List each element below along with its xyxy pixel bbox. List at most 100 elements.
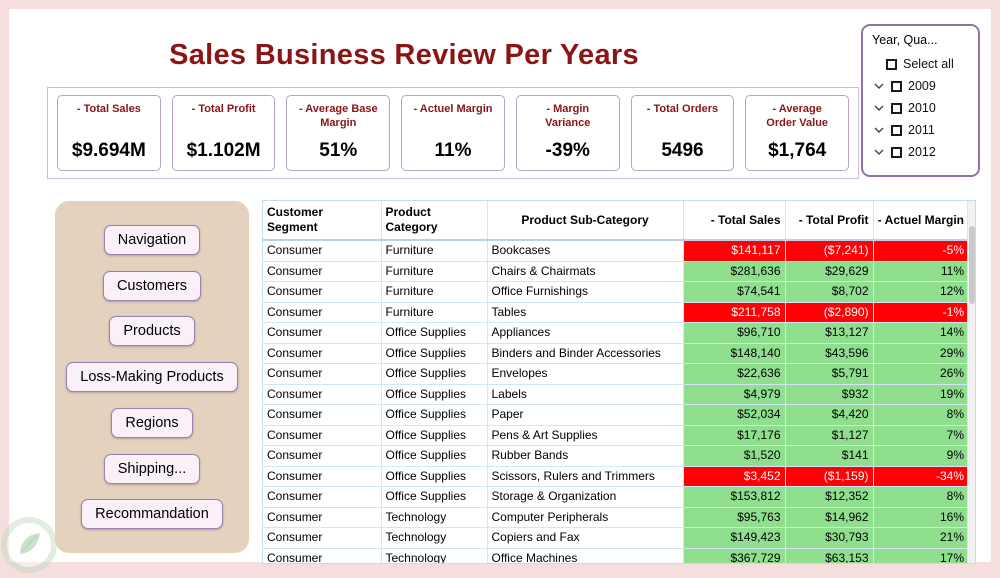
cell-product-subcategory: Office Machines [487, 548, 684, 563]
header-product-category[interactable]: Product Category [381, 201, 488, 241]
slicer-item-2009[interactable]: 2009 [872, 75, 972, 97]
cell-product-subcategory: Scissors, Rulers and Trimmers [487, 466, 684, 487]
kpi-label: - Total Orders [646, 103, 719, 115]
kpi-label: - Total Profit [191, 103, 256, 115]
page-title: Sales Business Review Per Years [169, 39, 639, 71]
checkbox-icon[interactable] [891, 146, 902, 158]
table-scrollbar[interactable] [967, 201, 975, 563]
kpi-card-margin-variance: - Margin Variance -39% [515, 95, 620, 171]
table-row: Consumer Office Supplies Rubber Bands $1… [263, 445, 968, 467]
slicer-title: Year, Qua... [872, 33, 938, 47]
cell-actuel-margin: 12% [873, 281, 968, 303]
kpi-card-average-base-margin: - Average Base Margin 51% [286, 95, 391, 171]
table-row: Consumer Furniture Office Furnishings $7… [263, 281, 968, 303]
kpi-card-actuel-margin: - Actuel Margin 11% [401, 95, 505, 171]
cell-product-subcategory: Computer Peripherals [487, 507, 684, 528]
cell-product-subcategory: Copiers and Fax [487, 527, 684, 549]
chevron-down-icon[interactable] [872, 149, 885, 155]
cell-actuel-margin: 11% [873, 261, 968, 282]
table-row: Consumer Technology Computer Peripherals… [263, 507, 968, 528]
slicer-item-label: Select all [903, 57, 954, 71]
slicer-item-label: 2011 [908, 123, 935, 137]
header-product-subcategory[interactable]: Product Sub-Category [487, 201, 684, 241]
cell-total-sales: $4,979 [683, 384, 786, 405]
chevron-down-icon[interactable] [872, 127, 885, 133]
cell-actuel-margin: 26% [873, 363, 968, 385]
kpi-card-average-order-value: - Average Order Value $1,764 [745, 95, 850, 171]
slicer-item-label: 2012 [908, 145, 936, 159]
dashboard-canvas: Sales Business Review Per Years - Total … [9, 9, 991, 564]
kpi-value: $1,764 [768, 140, 827, 161]
cell-customer-segment: Consumer [263, 466, 382, 487]
slicer-item-select-all[interactable]: Select all [872, 53, 972, 75]
cell-actuel-margin: 17% [873, 548, 968, 563]
header-total-sales[interactable]: - Total Sales [683, 201, 786, 241]
checkbox-icon[interactable] [891, 102, 902, 114]
cell-total-profit: $932 [785, 384, 874, 405]
slicer-item-label: 2010 [908, 101, 936, 115]
cell-total-sales: $3,452 [683, 466, 786, 487]
checkbox-icon[interactable] [891, 124, 902, 136]
cell-customer-segment: Consumer [263, 445, 382, 467]
cell-total-sales: $1,520 [683, 445, 786, 467]
header-customer-segment[interactable]: Customer Segment [263, 201, 382, 241]
cell-total-profit: $8,702 [785, 281, 874, 303]
slicer-item-2010[interactable]: 2010 [872, 97, 972, 119]
table: Customer Segment Product Category Produc… [263, 201, 968, 563]
cell-customer-segment: Consumer [263, 363, 382, 385]
header-total-profit[interactable]: - Total Profit [785, 201, 874, 241]
nav-button-recommandation[interactable]: Recommandation [81, 499, 223, 530]
cell-actuel-margin: -5% [873, 240, 968, 262]
cell-customer-segment: Consumer [263, 261, 382, 282]
cell-customer-segment: Consumer [263, 507, 382, 528]
cell-total-sales: $281,636 [683, 261, 786, 282]
cell-total-profit: ($7,241) [785, 240, 874, 262]
cell-product-category: Office Supplies [381, 343, 488, 364]
kpi-label: - Average Base Margin [298, 103, 378, 130]
sales-table: Customer Segment Product Category Produc… [262, 200, 976, 564]
nav-button-shipping[interactable]: Shipping... [103, 453, 201, 484]
table-row: Consumer Office Supplies Labels $4,979 $… [263, 384, 968, 405]
year-slicer: Year, Qua... Select all 2009 2010 2011 [861, 24, 980, 177]
kpi-label: - Average Order Value [766, 103, 829, 130]
cell-actuel-margin: 7% [873, 425, 968, 446]
cell-product-subcategory: Appliances [487, 322, 684, 344]
cell-actuel-margin: -1% [873, 302, 968, 323]
nav-button-navigation[interactable]: Navigation [103, 224, 201, 255]
cell-product-subcategory: Pens & Art Supplies [487, 425, 684, 446]
cell-product-subcategory: Tables [487, 302, 684, 323]
nav-button-loss-making-products[interactable]: Loss-Making Products [66, 362, 238, 392]
cell-customer-segment: Consumer [263, 240, 382, 262]
cell-customer-segment: Consumer [263, 343, 382, 364]
nav-button-products[interactable]: Products [109, 316, 195, 347]
checkbox-icon[interactable] [891, 80, 902, 92]
kpi-label: - Margin Variance [545, 103, 591, 130]
table-row: Consumer Office Supplies Binders and Bin… [263, 343, 968, 364]
scrollbar-thumb[interactable] [969, 226, 975, 304]
cell-product-category: Office Supplies [381, 363, 488, 385]
kpi-card-total-sales: - Total Sales $9.694M [57, 95, 161, 171]
header-actuel-margin[interactable]: - Actuel Margin [873, 201, 968, 241]
cell-total-sales: $17,176 [683, 425, 786, 446]
table-header-row: Customer Segment Product Category Produc… [263, 201, 968, 241]
cell-customer-segment: Consumer [263, 486, 382, 508]
slicer-item-2012[interactable]: 2012 [872, 141, 972, 163]
cell-total-profit: $4,420 [785, 404, 874, 426]
slicer-list: Select all 2009 2010 2011 2012 [872, 53, 972, 163]
cell-actuel-margin: 16% [873, 507, 968, 528]
nav-button-customers[interactable]: Customers [102, 270, 202, 301]
chevron-down-icon[interactable] [872, 83, 885, 89]
chevron-down-icon[interactable] [872, 105, 885, 111]
nav-button-regions[interactable]: Regions [111, 407, 193, 438]
checkbox-icon[interactable] [886, 58, 897, 70]
cell-customer-segment: Consumer [263, 425, 382, 446]
cell-total-sales: $96,710 [683, 322, 786, 344]
kpi-label: - Total Sales [76, 103, 141, 115]
kpi-value: $1.102M [186, 140, 261, 161]
cell-total-sales: $153,812 [683, 486, 786, 508]
slicer-item-2011[interactable]: 2011 [872, 119, 972, 141]
slicer-item-label: 2009 [908, 79, 936, 93]
cell-product-subcategory: Chairs & Chairmats [487, 261, 684, 282]
cell-product-category: Technology [381, 548, 488, 563]
table-row: Consumer Technology Copiers and Fax $149… [263, 527, 968, 549]
